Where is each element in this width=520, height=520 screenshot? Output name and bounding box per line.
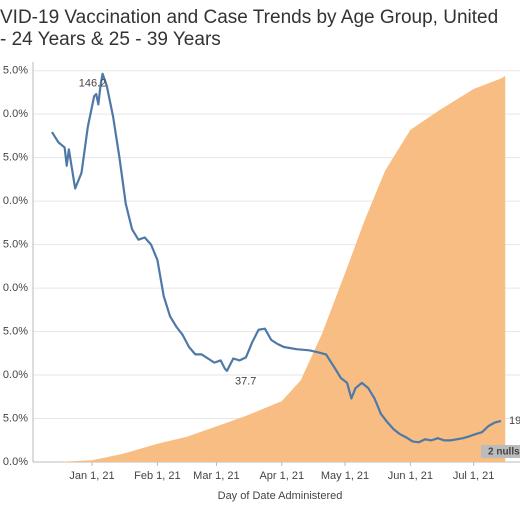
data-label: 19 — [509, 415, 520, 427]
nulls-badge — [481, 445, 520, 458]
chart-title: VID-19 Vaccination and Case Trends by Ag… — [0, 7, 498, 28]
data-label: 146.2 — [79, 78, 107, 90]
y-tick-label: 0.0% — [3, 369, 28, 381]
y-tick-label: 5.0% — [3, 325, 28, 337]
area — [56, 75, 506, 463]
line — [51, 72, 502, 444]
y-tick-label: 0.0% — [3, 108, 28, 120]
x-tick-label: Apr 1, 21 — [259, 470, 304, 482]
y-tick-label: 0.0% — [3, 282, 28, 294]
chart-subtitle: - 24 Years & 25 - 39 Years — [0, 29, 221, 50]
x-tick-label: Jun 1, 21 — [388, 470, 433, 482]
y-tick-label: 5.0% — [3, 65, 28, 77]
x-tick-label: Jan 1, 21 — [69, 470, 114, 482]
y-tick-label: 0.0% — [3, 456, 28, 468]
x-tick-label: Feb 1, 21 — [134, 470, 180, 482]
y-tick-label: 5.0% — [3, 152, 28, 164]
nulls-indicator: 2 nulls — [488, 447, 520, 458]
data-label: 37.7 — [235, 376, 256, 388]
y-tick-label: 5.0% — [3, 412, 28, 424]
y-tick-label: 5.0% — [3, 239, 28, 251]
x-tick-label: Mar 1, 21 — [193, 470, 239, 482]
y-tick-label: 0.0% — [3, 195, 28, 207]
x-tick-label: Jul 1, 21 — [453, 470, 495, 482]
x-axis-label: Day of Date Administered — [218, 490, 343, 502]
x-tick-label: May 1, 21 — [321, 470, 369, 482]
